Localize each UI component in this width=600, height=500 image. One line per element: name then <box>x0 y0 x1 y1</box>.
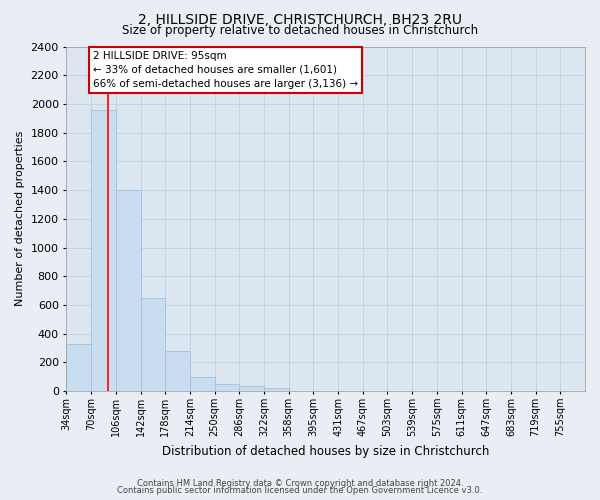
Text: 2 HILLSIDE DRIVE: 95sqm
← 33% of detached houses are smaller (1,601)
66% of semi: 2 HILLSIDE DRIVE: 95sqm ← 33% of detache… <box>93 51 358 89</box>
Text: 2, HILLSIDE DRIVE, CHRISTCHURCH, BH23 2RU: 2, HILLSIDE DRIVE, CHRISTCHURCH, BH23 2R… <box>138 12 462 26</box>
Bar <box>215 384 239 391</box>
Bar <box>116 190 140 391</box>
Text: Contains public sector information licensed under the Open Government Licence v3: Contains public sector information licen… <box>118 486 482 495</box>
Bar <box>264 388 289 391</box>
Y-axis label: Number of detached properties: Number of detached properties <box>15 131 25 306</box>
Bar <box>239 386 264 391</box>
X-axis label: Distribution of detached houses by size in Christchurch: Distribution of detached houses by size … <box>162 444 490 458</box>
Bar <box>91 110 116 391</box>
Text: Contains HM Land Registry data © Crown copyright and database right 2024.: Contains HM Land Registry data © Crown c… <box>137 478 463 488</box>
Bar <box>67 344 91 391</box>
Bar <box>140 298 165 391</box>
Text: Size of property relative to detached houses in Christchurch: Size of property relative to detached ho… <box>122 24 478 37</box>
Bar <box>165 351 190 391</box>
Bar <box>190 377 215 391</box>
